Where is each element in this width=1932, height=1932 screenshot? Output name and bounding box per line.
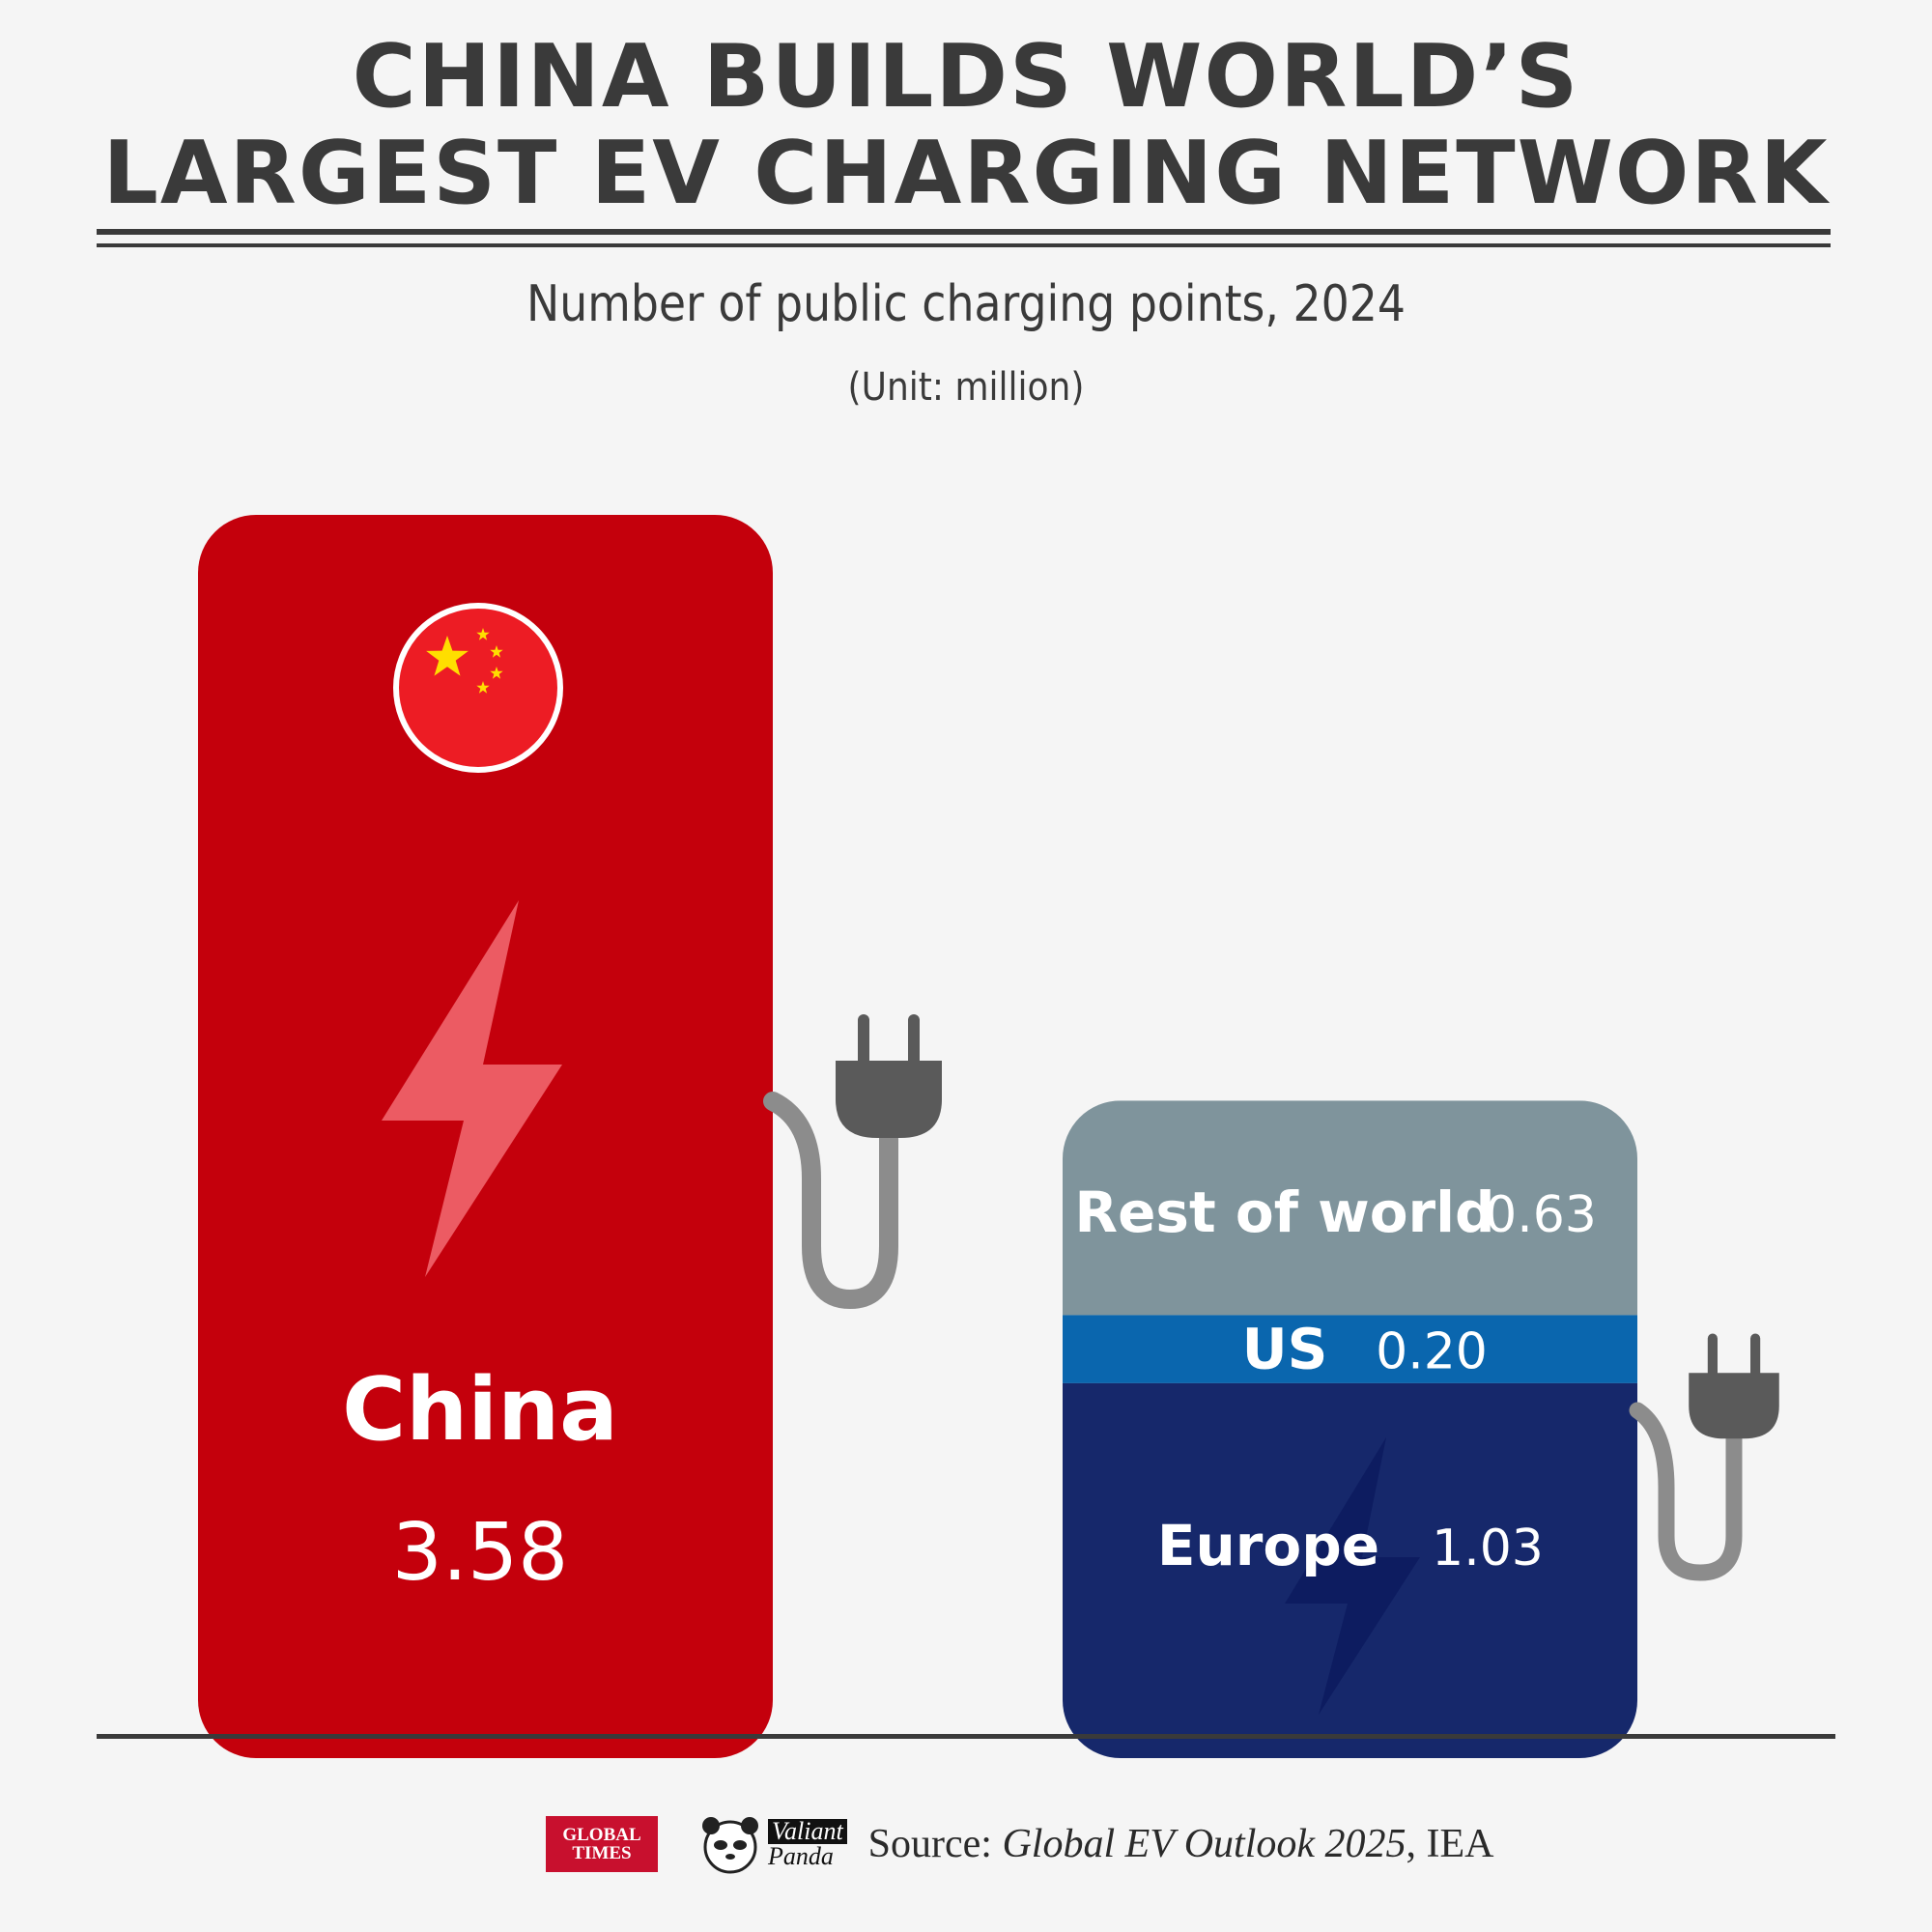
unit-label: (Unit: million) (847, 365, 1085, 410)
rest-of-world-label: Rest of world (1074, 1179, 1494, 1245)
china-cable (763, 1092, 898, 1310)
plug-icon (1689, 1333, 1779, 1439)
plug-icon (836, 1014, 942, 1138)
flag-small-star-icon (490, 645, 503, 658)
global-times-logo: GLOBAL TIMES (546, 1816, 658, 1872)
europe-label: Europe (1157, 1513, 1379, 1578)
rest-of-world-value: 0.63 (1485, 1186, 1597, 1244)
flag-small-star-icon (476, 681, 490, 694)
title-line-2: LARGEST EV CHARGING NETWORK (102, 123, 1830, 224)
title-line-1: CHINA BUILDS WORLD’S (352, 26, 1580, 128)
gt-logo-line-1: GLOBAL (562, 1825, 641, 1845)
china-flag-icon (393, 603, 563, 773)
source-prefix: Source: (867, 1822, 1003, 1866)
us-segment (1063, 1315, 1637, 1383)
vp-logo-line-1: Valiant (768, 1819, 847, 1844)
rest-of-world-segment (1063, 1100, 1637, 1316)
china-value: 3.58 (392, 1507, 569, 1599)
stack-cable (1629, 1392, 1743, 1581)
flag-big-star-icon (426, 636, 469, 676)
title-rule-bottom (97, 243, 1831, 247)
source-title: Global EV Outlook 2025 (1002, 1822, 1406, 1866)
lightning-bolt-icon (382, 900, 562, 1277)
title-rule-top (97, 229, 1831, 235)
gt-logo-line-2: TIMES (572, 1843, 632, 1863)
lightning-bolt-icon (1285, 1437, 1420, 1715)
chart-title: CHINA BUILDS WORLD’S LARGEST EV CHARGING… (0, 29, 1932, 222)
footer: GLOBAL TIMES Valiant Panda Source: Globa… (546, 1814, 1493, 1874)
flag-small-star-icon (476, 628, 490, 640)
us-value: 0.20 (1376, 1323, 1488, 1381)
source-text: Source: Global EV Outlook 2025, IEA (868, 1821, 1494, 1867)
china-label: China (342, 1359, 618, 1461)
chart-subtitle: Number of public charging points, 2024 (526, 275, 1406, 333)
vp-logo-line-2: Panda (768, 1842, 834, 1870)
europe-value: 1.03 (1432, 1520, 1544, 1577)
valiant-panda-logo: Valiant Panda (696, 1814, 847, 1874)
stacked-bar (1063, 1100, 1637, 1758)
panda-icon (702, 1817, 758, 1874)
baseline (97, 1734, 1835, 1739)
source-suffix: , IEA (1406, 1822, 1494, 1866)
flag-small-star-icon (490, 667, 503, 679)
us-label: US (1242, 1317, 1328, 1382)
